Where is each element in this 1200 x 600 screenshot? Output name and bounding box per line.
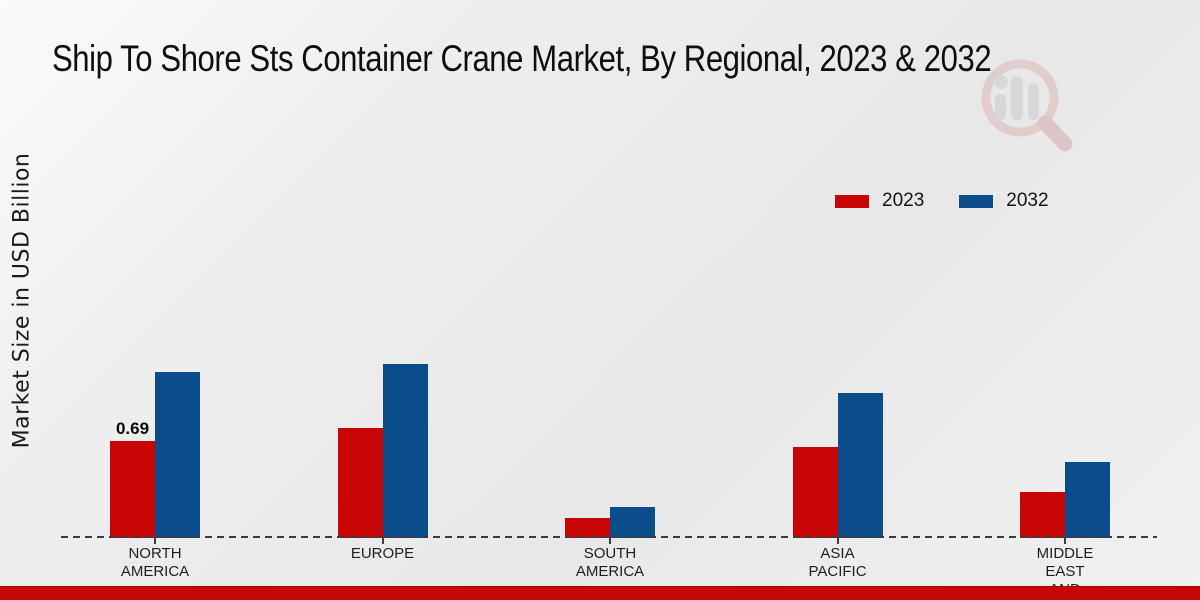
x-axis-baseline xyxy=(61,536,1157,538)
bar-value-label: 0.69 xyxy=(115,419,150,438)
bar-north-america-2023 xyxy=(110,441,155,538)
bar-south-america-2023 xyxy=(565,518,610,538)
legend: 2023 2032 xyxy=(835,190,1049,212)
bar-middle-east-and-2032 xyxy=(1065,462,1110,538)
legend-label-2032: 2032 xyxy=(1006,190,1049,211)
category-label-north-america: NORTH AMERICA xyxy=(120,545,190,580)
bar-europe-2023 xyxy=(337,428,383,538)
footer-red-bar xyxy=(0,586,1200,600)
category-label-south-america: SOUTH AMERICA xyxy=(575,545,645,580)
category-label-asia-pacific: ASIA PACIFIC xyxy=(808,545,867,580)
legend-swatch-2032 xyxy=(959,194,994,208)
bar-asia-pacific-2032 xyxy=(837,393,883,538)
legend-label-2023: 2023 xyxy=(882,190,925,211)
category-label-europe: EUROPE xyxy=(350,545,415,562)
x-axis-tick xyxy=(154,538,156,544)
legend-item-2032: 2032 xyxy=(959,190,1049,212)
legend-item-2023: 2023 xyxy=(835,190,924,212)
bar-middle-east-and-2023 xyxy=(1020,492,1065,538)
bar-asia-pacific-2023 xyxy=(792,447,838,538)
x-axis-tick xyxy=(1064,538,1066,544)
x-axis-tick xyxy=(836,538,839,544)
bar-europe-2032 xyxy=(382,364,428,538)
x-axis-tick xyxy=(609,538,611,544)
magnifier-bar-chart-logo-icon xyxy=(978,56,1078,157)
legend-swatch-2023 xyxy=(835,194,869,208)
x-axis-tick xyxy=(381,538,384,544)
bar-south-america-2032 xyxy=(610,507,655,538)
chart-title: Ship To Shore Sts Container Crane Market… xyxy=(52,38,992,79)
bar-north-america-2032 xyxy=(155,372,200,538)
